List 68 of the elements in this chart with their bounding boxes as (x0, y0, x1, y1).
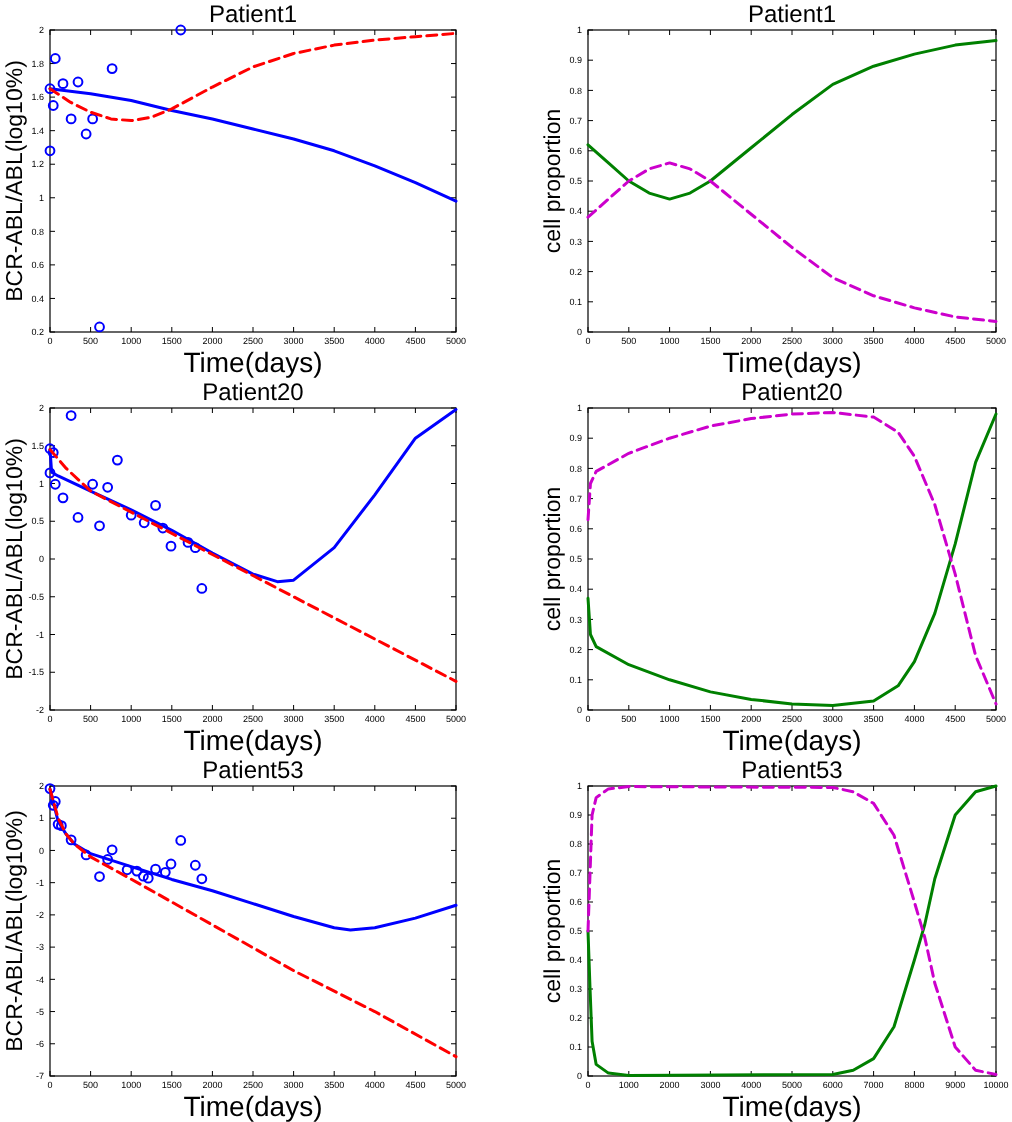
point (65, 834, 77, 846)
point (112, 454, 123, 466)
point (106, 844, 118, 856)
chart-title: Patient20 (202, 378, 305, 406)
point (57, 78, 69, 90)
point (94, 871, 105, 882)
chart-title: Patient53 (202, 756, 305, 784)
x-axis-title: Time(days) (722, 346, 862, 378)
chart-title: Patient1 (747, 0, 837, 28)
y-axis-title: BCR-ABL/ABL(log10%) (4, 437, 28, 680)
point (137, 870, 149, 882)
y-axis-title: cell proportion (542, 486, 566, 632)
point (106, 63, 118, 74)
point (72, 76, 84, 88)
point (165, 858, 177, 870)
point (121, 864, 133, 876)
point (142, 872, 154, 884)
point (47, 100, 59, 111)
x-axis-title: Time(days) (183, 724, 323, 756)
point (138, 517, 150, 529)
y-axis-title: BCR-ABL/ABL(log10%) (4, 59, 28, 302)
point (175, 24, 187, 36)
x-axis-title: Time(days) (722, 1090, 862, 1122)
point (49, 53, 61, 64)
x-axis-title: Time(days) (183, 346, 323, 378)
point (44, 783, 56, 794)
line-series (586, 39, 998, 201)
x-axis-title: Time(days) (183, 1090, 323, 1122)
point (44, 83, 56, 95)
point (47, 799, 59, 811)
chart-title: Patient1 (208, 0, 298, 28)
x-axis-title: Time(days) (722, 724, 862, 756)
point (44, 443, 56, 455)
point (165, 540, 177, 552)
point (175, 835, 187, 846)
point (189, 542, 201, 554)
point (87, 113, 99, 125)
point (150, 863, 161, 875)
point (80, 849, 92, 861)
point (131, 865, 143, 877)
point (182, 536, 194, 548)
point (102, 481, 114, 493)
point (150, 499, 161, 511)
point (57, 492, 69, 504)
point (47, 447, 59, 458)
point (196, 583, 208, 594)
chart-title: Patient20 (741, 378, 844, 406)
point (65, 113, 77, 125)
point (94, 520, 105, 532)
point (49, 478, 61, 490)
point (159, 866, 171, 878)
point (94, 321, 105, 333)
point (157, 522, 169, 534)
point (80, 128, 92, 140)
y-axis-title: cell proportion (542, 108, 566, 254)
point (87, 478, 99, 490)
chart-title: Patient53 (741, 756, 844, 784)
point (196, 873, 208, 885)
point (72, 512, 84, 523)
y-axis-title: BCR-ABL/ABL(log10%) (4, 809, 28, 1052)
y-axis-title: cell proportion (542, 858, 566, 1004)
point (65, 410, 77, 421)
point (102, 854, 114, 865)
point (44, 145, 56, 157)
point (44, 467, 56, 479)
point (189, 859, 201, 871)
point (49, 796, 61, 807)
line-series (586, 161, 998, 323)
